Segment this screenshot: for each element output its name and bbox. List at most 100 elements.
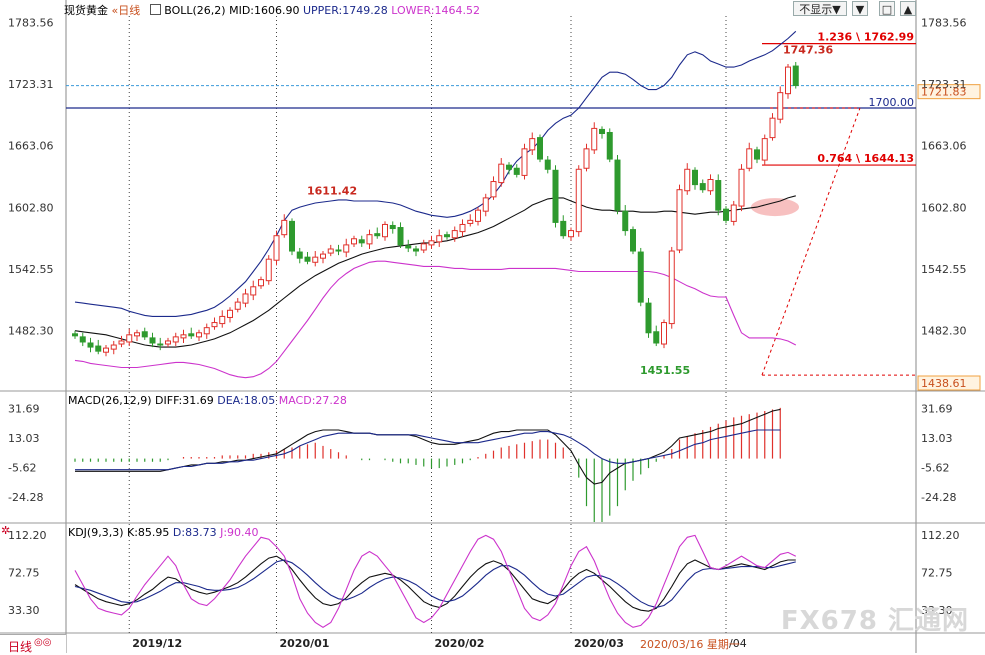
candle-body [436, 235, 443, 243]
candle-body [792, 65, 799, 86]
candle-body [172, 336, 179, 343]
kdj-y-tick-left: 33.30 [8, 604, 40, 617]
candle-body [250, 286, 257, 296]
tab-dropdown-icon: ◎◎ [34, 637, 52, 648]
candle-body [227, 309, 233, 318]
candle-body [103, 347, 109, 353]
boll-upper-line [74, 30, 797, 317]
candle-body [258, 279, 264, 287]
candle-body [134, 332, 140, 337]
candle-body [692, 169, 698, 186]
candle-body [296, 251, 303, 259]
settings-icon[interactable]: ✲ [1, 524, 11, 537]
macd-hist-value: MACD:27.28 [278, 394, 347, 407]
kdj-k-line [74, 555, 796, 612]
macd-y-tick-right: 31.69 [921, 402, 953, 415]
macd-dea-value: DEA:18.05 [217, 394, 276, 407]
candle-body [738, 168, 745, 207]
boll-lower-line [74, 260, 797, 379]
kdj-j-value: J:90.40 [220, 526, 259, 539]
candle-body [351, 238, 357, 245]
candle-body [730, 204, 737, 222]
price-annotation: 1747.36 [783, 44, 833, 57]
boll-label: BOLL(26,2) [164, 4, 226, 17]
price-annotation: 1451.55 [640, 364, 690, 377]
macd-panel-header: MACD(26,12,9) DIFF:31.69 DEA:18.05 MACD:… [68, 394, 347, 407]
lowest-price-label: 1438.61 [921, 377, 967, 390]
boll-icon [149, 4, 161, 15]
boll-lower-value: LOWER:1464.52 [391, 4, 480, 17]
candle-body [707, 178, 714, 192]
kdj-j-line [74, 534, 797, 628]
display-toggle-button[interactable]: 不显示▼ [793, 1, 847, 16]
candle-body [420, 243, 427, 251]
candle-body [428, 240, 435, 246]
candle-body [715, 180, 722, 211]
expand-panel-button[interactable]: ▲ [900, 1, 916, 16]
candle-body [599, 128, 605, 135]
candle-body [165, 340, 171, 345]
maximize-panel-button[interactable]: □ [879, 1, 895, 16]
kdj-label: KDJ(9,3,3) [68, 526, 124, 539]
price-y-tick-left: 1783.56 [8, 17, 54, 30]
price-y-tick-right: 1723.31 [921, 78, 967, 91]
candle-body [568, 230, 574, 238]
candle-body [777, 92, 784, 120]
candle-body [72, 333, 78, 337]
candle-body [413, 248, 419, 252]
candle-body [506, 164, 512, 170]
macd-y-tick-right: 13.03 [921, 432, 953, 445]
collapse-panel-button[interactable]: ▼ [852, 1, 868, 16]
candle-body [575, 168, 582, 233]
candle-body [157, 343, 164, 346]
candle-body [467, 219, 474, 224]
candle-body [242, 293, 249, 304]
period-label[interactable]: «日线 [111, 4, 141, 17]
boll-upper-value: UPPER:1749.28 [302, 4, 388, 17]
price-y-tick-left: 1723.31 [8, 78, 54, 91]
price-y-tick-left: 1663.06 [8, 140, 54, 153]
horizontal-line-label: 1700.00 [869, 96, 915, 109]
macd-y-tick-left: 13.03 [8, 432, 40, 445]
candle-body [126, 334, 133, 343]
x-axis-label: 2020/02 [435, 637, 485, 650]
candle-body [358, 239, 365, 244]
x-axis-label: 2020/01 [280, 637, 330, 650]
candle-body [320, 253, 326, 259]
candle-body [544, 159, 551, 170]
kdj-y-tick-right: 33.30 [921, 604, 953, 617]
price-y-tick-left: 1602.80 [8, 201, 54, 214]
candle-body [475, 209, 481, 222]
x-axis-label: 2020/03 [574, 637, 624, 650]
candle-body [366, 234, 373, 245]
highlight-ellipse [751, 198, 799, 217]
kdj-d-value: D:83.73 [172, 526, 217, 539]
candle-body [459, 223, 466, 233]
candle-body [606, 131, 613, 160]
candle-body [614, 159, 621, 211]
period-tab[interactable]: 日线 ◎◎ [0, 634, 66, 654]
price-y-tick-right: 1663.06 [921, 140, 967, 153]
candle-body [661, 322, 667, 345]
kdj-y-tick-left: 72.75 [8, 567, 40, 580]
macd-label: MACD(26,12,9) [68, 394, 152, 407]
price-y-tick-left: 1482.30 [8, 324, 54, 337]
candle-body [444, 234, 450, 238]
candle-body [537, 137, 543, 160]
kdj-panel-header: KDJ(9,3,3) K:85.95 D:83.73 J:90.40 [68, 526, 259, 539]
candle-body [723, 208, 729, 221]
price-y-tick-left: 1542.55 [8, 263, 54, 276]
candle-body [622, 210, 629, 232]
candle-body [95, 345, 102, 352]
candle-body [389, 224, 396, 230]
kdj-y-tick-right: 112.20 [921, 529, 960, 542]
candle-body [87, 342, 94, 348]
candle-body [118, 340, 125, 345]
candle-body [521, 148, 528, 176]
boll-mid-value: MID:1606.90 [229, 4, 300, 17]
candle-body [312, 256, 319, 263]
candle-body [560, 220, 567, 237]
price-y-tick-right: 1542.55 [921, 263, 967, 276]
macd-y-tick-left: -5.62 [8, 461, 36, 474]
